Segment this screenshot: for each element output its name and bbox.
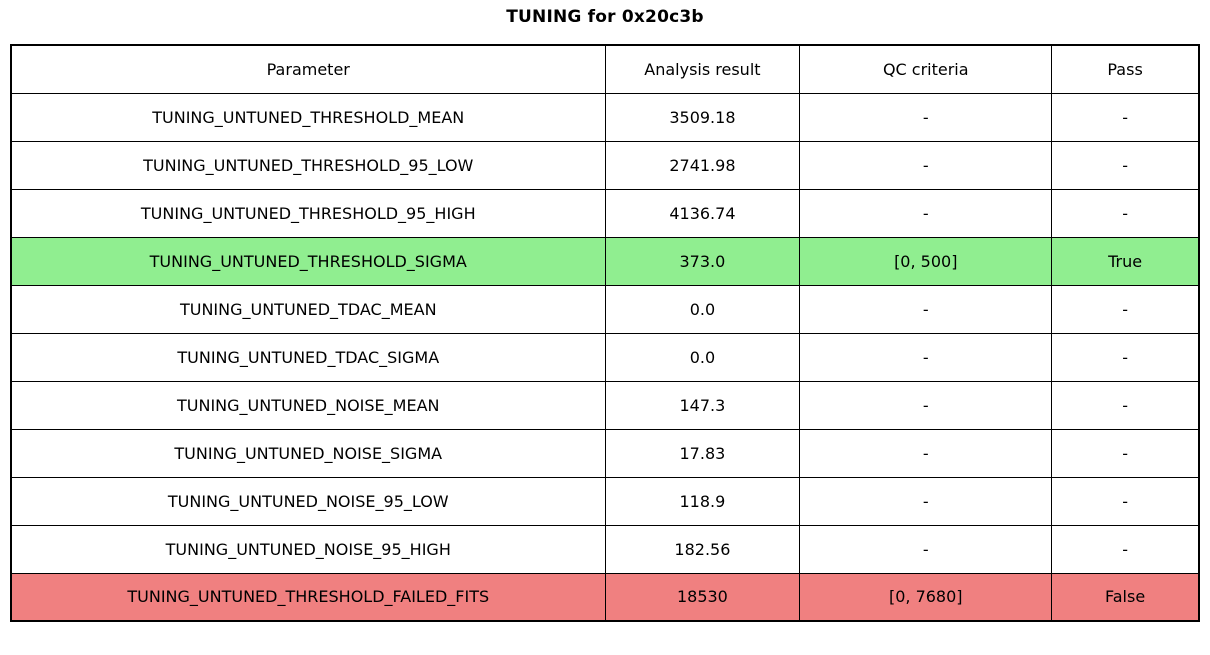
table-row: TUNING_UNTUNED_TDAC_MEAN 0.0 - - bbox=[10, 284, 1200, 334]
analysis-result-cell: 17.83 bbox=[604, 428, 801, 478]
parameter-cell: TUNING_UNTUNED_TDAC_SIGMA bbox=[10, 332, 606, 382]
header-row: Parameter Analysis result QC criteria Pa… bbox=[10, 44, 1200, 94]
qc-results-table: Parameter Analysis result QC criteria Pa… bbox=[10, 44, 1200, 622]
qc-criteria-cell: [0, 500] bbox=[799, 236, 1053, 286]
parameter-cell: TUNING_UNTUNED_THRESHOLD_FAILED_FITS bbox=[10, 572, 606, 622]
analysis-result-cell: 182.56 bbox=[604, 524, 801, 574]
qc-criteria-cell: - bbox=[799, 428, 1053, 478]
pass-cell: - bbox=[1051, 524, 1200, 574]
pass-cell: - bbox=[1051, 140, 1200, 190]
qc-criteria-cell: - bbox=[799, 524, 1053, 574]
qc-criteria-cell: - bbox=[799, 380, 1053, 430]
table-row: TUNING_UNTUNED_TDAC_SIGMA 0.0 - - bbox=[10, 332, 1200, 382]
pass-cell: - bbox=[1051, 380, 1200, 430]
pass-cell: - bbox=[1051, 188, 1200, 238]
parameter-cell: TUNING_UNTUNED_TDAC_MEAN bbox=[10, 284, 606, 334]
table-row: TUNING_UNTUNED_NOISE_95_HIGH 182.56 - - bbox=[10, 524, 1200, 574]
table-body: TUNING_UNTUNED_THRESHOLD_MEAN 3509.18 - … bbox=[10, 92, 1200, 622]
pass-cell: - bbox=[1051, 332, 1200, 382]
column-header-qc-criteria: QC criteria bbox=[799, 44, 1053, 94]
qc-criteria-cell: - bbox=[799, 284, 1053, 334]
pass-cell: - bbox=[1051, 428, 1200, 478]
analysis-result-cell: 18530 bbox=[604, 572, 801, 622]
analysis-result-cell: 147.3 bbox=[604, 380, 801, 430]
parameter-cell: TUNING_UNTUNED_NOISE_95_HIGH bbox=[10, 524, 606, 574]
analysis-result-cell: 0.0 bbox=[604, 332, 801, 382]
table-row: TUNING_UNTUNED_THRESHOLD_SIGMA 373.0 [0,… bbox=[10, 236, 1200, 286]
qc-criteria-cell: - bbox=[799, 476, 1053, 526]
table-row: TUNING_UNTUNED_THRESHOLD_95_HIGH 4136.74… bbox=[10, 188, 1200, 238]
analysis-result-cell: 0.0 bbox=[604, 284, 801, 334]
analysis-result-cell: 3509.18 bbox=[604, 92, 801, 142]
table-row: TUNING_UNTUNED_THRESHOLD_95_LOW 2741.98 … bbox=[10, 140, 1200, 190]
table-row: TUNING_UNTUNED_THRESHOLD_FAILED_FITS 185… bbox=[10, 572, 1200, 622]
column-header-pass: Pass bbox=[1051, 44, 1200, 94]
pass-cell: - bbox=[1051, 284, 1200, 334]
parameter-cell: TUNING_UNTUNED_THRESHOLD_95_LOW bbox=[10, 140, 606, 190]
parameter-cell: TUNING_UNTUNED_NOISE_SIGMA bbox=[10, 428, 606, 478]
parameter-cell: TUNING_UNTUNED_THRESHOLD_SIGMA bbox=[10, 236, 606, 286]
parameter-cell: TUNING_UNTUNED_THRESHOLD_95_HIGH bbox=[10, 188, 606, 238]
qc-criteria-cell: - bbox=[799, 140, 1053, 190]
qc-criteria-cell: [0, 7680] bbox=[799, 572, 1053, 622]
analysis-result-cell: 118.9 bbox=[604, 476, 801, 526]
table-row: TUNING_UNTUNED_THRESHOLD_MEAN 3509.18 - … bbox=[10, 92, 1200, 142]
parameter-cell: TUNING_UNTUNED_NOISE_95_LOW bbox=[10, 476, 606, 526]
qc-criteria-cell: - bbox=[799, 188, 1053, 238]
pass-cell: True bbox=[1051, 236, 1200, 286]
table-row: TUNING_UNTUNED_NOISE_95_LOW 118.9 - - bbox=[10, 476, 1200, 526]
column-header-parameter: Parameter bbox=[10, 44, 606, 94]
table-header: Parameter Analysis result QC criteria Pa… bbox=[10, 44, 1200, 94]
page-title: TUNING for 0x20c3b bbox=[506, 7, 704, 27]
analysis-result-cell: 373.0 bbox=[604, 236, 801, 286]
pass-cell: - bbox=[1051, 92, 1200, 142]
qc-criteria-cell: - bbox=[799, 332, 1053, 382]
table-row: TUNING_UNTUNED_NOISE_MEAN 147.3 - - bbox=[10, 380, 1200, 430]
parameter-cell: TUNING_UNTUNED_THRESHOLD_MEAN bbox=[10, 92, 606, 142]
qc-criteria-cell: - bbox=[799, 92, 1053, 142]
pass-cell: False bbox=[1051, 572, 1200, 622]
parameter-cell: TUNING_UNTUNED_NOISE_MEAN bbox=[10, 380, 606, 430]
analysis-result-cell: 4136.74 bbox=[604, 188, 801, 238]
analysis-result-cell: 2741.98 bbox=[604, 140, 801, 190]
column-header-analysis-result: Analysis result bbox=[604, 44, 801, 94]
table-row: TUNING_UNTUNED_NOISE_SIGMA 17.83 - - bbox=[10, 428, 1200, 478]
pass-cell: - bbox=[1051, 476, 1200, 526]
